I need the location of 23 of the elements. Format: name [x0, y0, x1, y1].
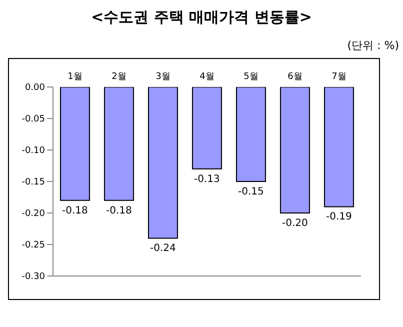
data-label: -0.13	[194, 174, 220, 185]
chart-title: <수도권 주택 매매가격 변동률>	[90, 8, 313, 27]
data-label: -0.24	[150, 243, 176, 254]
y-tick-label: -0.25	[22, 240, 45, 251]
data-label: -0.19	[326, 212, 352, 223]
x-tick-label: 2월	[112, 72, 126, 82]
x-tick-label: 3월	[156, 72, 170, 82]
data-label: -0.20	[282, 218, 308, 229]
y-tick-label: -0.10	[22, 146, 46, 156]
data-label: -0.15	[238, 186, 264, 198]
y-tick-label: 0.00	[24, 83, 46, 94]
y-tick-label: -0.05	[22, 114, 45, 125]
x-tick-label: 5월	[244, 72, 258, 82]
data-label: -0.18	[62, 205, 88, 216]
x-tick-label: 4월	[200, 72, 214, 82]
y-tick-label: -0.20	[22, 209, 46, 220]
y-tick-label: -0.30	[22, 272, 46, 282]
y-tick-label: -0.15	[22, 178, 45, 188]
x-tick-label: 7월	[332, 72, 346, 82]
x-tick-label: 6월	[288, 72, 302, 82]
x-tick-label: 1월	[68, 72, 82, 82]
data-label: -0.18	[106, 205, 132, 216]
chart-subtitle: (단위 : %)	[347, 38, 399, 53]
